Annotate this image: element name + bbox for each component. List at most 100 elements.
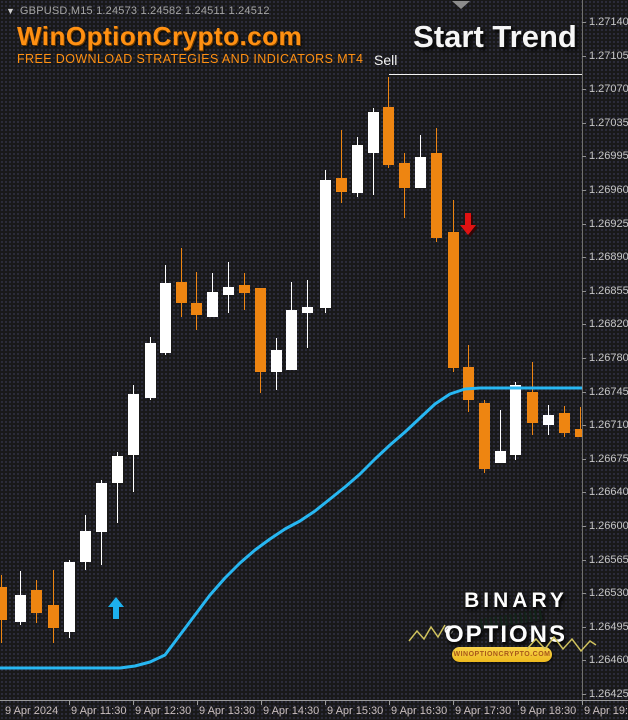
candle-body — [383, 107, 394, 165]
price-label: 1.26460 — [589, 654, 628, 667]
price-tick — [582, 694, 586, 695]
price-label: 1.26820 — [589, 318, 628, 331]
binary-options-watermark: BINARY OPTIONS WINOPTIONCRYPTO.COM — [408, 583, 597, 678]
collapse-triangle-icon[interactable]: ▼ — [6, 6, 15, 16]
price-tick — [582, 358, 586, 359]
candle-body — [431, 153, 442, 238]
chart-titlebar: ▼ GBPUSD,M15 1.24573 1.24582 1.24511 1.2… — [6, 5, 270, 17]
time-label: 9 Apr 11:30 — [71, 705, 127, 717]
candle-body — [223, 287, 234, 295]
time-tick — [582, 701, 583, 705]
candle-body — [463, 367, 474, 400]
time-label: 9 Apr 17:30 — [455, 705, 512, 717]
price-tick — [582, 290, 586, 292]
price-label: 1.26600 — [589, 520, 628, 532]
watermark-word-options: OPTIONS — [444, 621, 567, 648]
candle-body — [336, 178, 347, 192]
candle-body — [145, 343, 156, 398]
candle-body — [128, 394, 139, 455]
price-tick — [582, 156, 586, 158]
time-tick — [133, 701, 134, 705]
candle-body — [15, 595, 26, 622]
price-label: 1.27035 — [589, 116, 628, 129]
time-tick — [261, 701, 262, 705]
price-tick — [582, 122, 586, 124]
symbol-ohlc-info: GBPUSD,M15 1.24573 1.24582 1.24511 1.245… — [19, 5, 270, 17]
candle-wick — [500, 410, 501, 463]
price-tick — [582, 22, 586, 23]
candle-wick — [580, 407, 581, 437]
candle-body — [320, 180, 331, 308]
candle-body — [352, 145, 363, 193]
price-axis[interactable]: 1.27140 1.27105 1.27070 1.27035 1.26995 1.269… — [582, 0, 628, 700]
candle-body — [239, 285, 250, 293]
candle-body — [48, 605, 59, 628]
price-tick — [582, 492, 586, 494]
time-label: 9 Apr 2024 — [5, 705, 59, 717]
price-label: 1.26425 — [589, 688, 628, 700]
price-tick — [582, 55, 586, 57]
candle-body — [302, 307, 313, 313]
time-axis-separator — [0, 700, 628, 701]
sell-trigger-line — [389, 74, 582, 75]
price-tick — [582, 660, 586, 662]
price-label: 1.26640 — [589, 486, 628, 499]
candle-body — [399, 163, 410, 188]
price-label: 1.26745 — [589, 385, 628, 398]
price-tick — [582, 89, 586, 91]
brand-site-text: WinOptionCrypto.com — [17, 21, 303, 51]
time-tick — [518, 701, 519, 705]
candle-body — [112, 456, 123, 483]
time-label: 9 Apr 13:30 — [199, 705, 256, 717]
candle-body — [191, 303, 202, 315]
sell-arrow-icon — [459, 212, 477, 236]
price-label: 1.26780 — [589, 352, 628, 364]
zigzag-right-icon — [526, 635, 597, 653]
candle-body — [286, 310, 297, 370]
price-tick — [582, 593, 586, 595]
price-label: 1.26995 — [589, 150, 628, 163]
sell-signal-label: Sell — [374, 52, 398, 68]
time-tick — [453, 701, 454, 705]
price-label: 1.26565 — [589, 553, 628, 566]
time-label: 9 Apr 18:30 — [520, 705, 577, 717]
price-tick — [582, 458, 586, 460]
candle-body — [510, 385, 521, 455]
candle-body — [527, 392, 538, 423]
candle-wick — [196, 272, 197, 330]
price-tick — [582, 257, 586, 259]
candle-wick — [341, 130, 342, 203]
candle-body — [479, 403, 490, 469]
time-label: 9 Apr 12:30 — [135, 705, 192, 717]
price-tick — [582, 324, 586, 326]
candle-body — [176, 282, 187, 303]
signals-layer — [108, 212, 477, 619]
price-label: 1.27140 — [589, 16, 628, 28]
candle-body — [31, 590, 42, 613]
time-tick — [69, 701, 70, 705]
candle-body — [80, 531, 91, 562]
brand-tagline-text: FREE DOWNLOAD STRATEGIES AND INDICATORS … — [17, 52, 364, 66]
price-label: 1.27070 — [589, 83, 628, 96]
price-tick — [582, 190, 586, 191]
price-label: 1.26675 — [589, 452, 628, 465]
time-axis[interactable]: 9 Apr 2024 9 Apr 11:30 9 Apr 12:30 9 Apr 13… — [0, 701, 628, 720]
time-label: 9 Apr 19:30 — [584, 705, 628, 717]
candle-wick — [307, 280, 308, 348]
candle-body — [207, 292, 218, 317]
price-label: 1.26710 — [589, 419, 628, 432]
price-tick — [582, 391, 586, 393]
chart-shift-marker-icon — [452, 1, 470, 9]
candle-body — [368, 112, 379, 153]
zigzag-left-icon — [408, 624, 454, 642]
candle-body — [0, 587, 7, 620]
time-tick — [197, 701, 198, 705]
chart-canvas[interactable] — [0, 0, 582, 700]
price-label: 1.26925 — [589, 217, 628, 230]
candle-body — [559, 413, 570, 433]
candle-body — [575, 429, 582, 437]
price-label: 1.26530 — [589, 587, 628, 600]
price-tick — [582, 425, 586, 427]
price-tick — [582, 559, 586, 561]
